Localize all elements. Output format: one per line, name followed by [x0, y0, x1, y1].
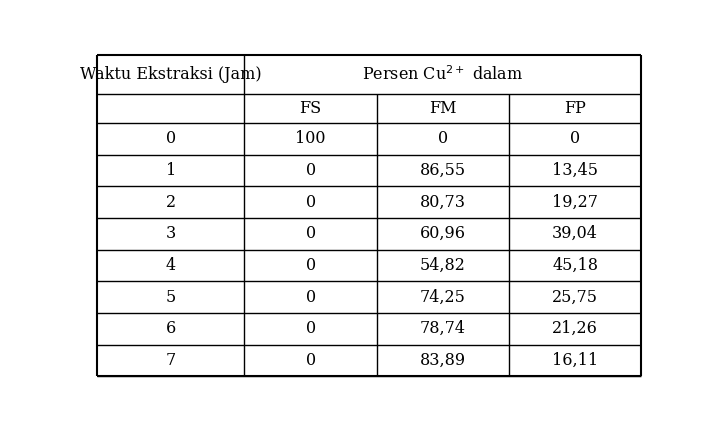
- Text: 83,89: 83,89: [420, 352, 466, 369]
- Text: 19,27: 19,27: [552, 193, 598, 211]
- Text: 45,18: 45,18: [552, 257, 598, 274]
- Text: 0: 0: [306, 352, 316, 369]
- Text: 1: 1: [166, 162, 176, 179]
- Text: 6: 6: [166, 320, 176, 337]
- Text: 60,96: 60,96: [420, 225, 466, 242]
- Text: 3: 3: [166, 225, 176, 242]
- Text: 74,25: 74,25: [420, 288, 466, 306]
- Text: Waktu Ekstraksi (Jam): Waktu Ekstraksi (Jam): [80, 66, 261, 83]
- Text: 13,45: 13,45: [552, 162, 598, 179]
- Text: 0: 0: [306, 225, 316, 242]
- Text: 21,26: 21,26: [552, 320, 598, 337]
- Text: FP: FP: [564, 100, 586, 117]
- Text: 54,82: 54,82: [420, 257, 466, 274]
- Text: 86,55: 86,55: [420, 162, 466, 179]
- Text: 0: 0: [166, 130, 176, 147]
- Text: 78,74: 78,74: [420, 320, 466, 337]
- Text: 4: 4: [166, 257, 176, 274]
- Text: 16,11: 16,11: [552, 352, 598, 369]
- Text: FM: FM: [429, 100, 456, 117]
- Text: 80,73: 80,73: [420, 193, 466, 211]
- Text: 0: 0: [306, 193, 316, 211]
- Text: 0: 0: [438, 130, 448, 147]
- Text: 5: 5: [166, 288, 176, 306]
- Text: 2: 2: [166, 193, 176, 211]
- Text: 25,75: 25,75: [552, 288, 598, 306]
- Text: 39,04: 39,04: [552, 225, 598, 242]
- Text: Persen Cu$^{2+}$ dalam: Persen Cu$^{2+}$ dalam: [363, 65, 523, 84]
- Text: 100: 100: [296, 130, 326, 147]
- Text: FS: FS: [299, 100, 322, 117]
- Text: 0: 0: [306, 162, 316, 179]
- Text: 7: 7: [166, 352, 176, 369]
- Text: 0: 0: [306, 288, 316, 306]
- Text: 0: 0: [306, 320, 316, 337]
- Text: 0: 0: [306, 257, 316, 274]
- Text: 0: 0: [570, 130, 580, 147]
